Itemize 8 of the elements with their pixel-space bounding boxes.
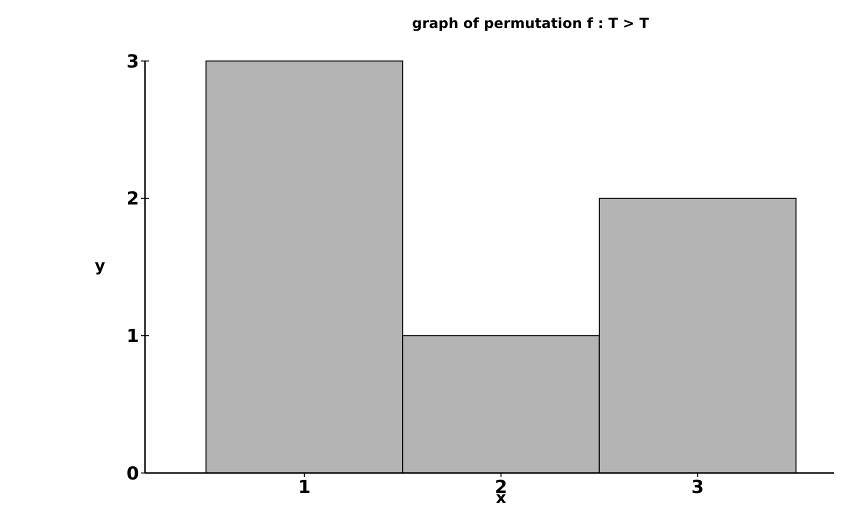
y-tick-label: 3 (126, 51, 139, 72)
y-tick-label: 2 (126, 188, 139, 210)
x-tick-label: 1 (298, 477, 311, 498)
y-tick-label: 1 (126, 326, 139, 347)
y-tick-label: 0 (126, 463, 139, 484)
y-axis-title: y (94, 256, 106, 275)
x-tick-label: 3 (691, 477, 704, 498)
chart-title: graph of permutation f : T > T (412, 16, 650, 32)
